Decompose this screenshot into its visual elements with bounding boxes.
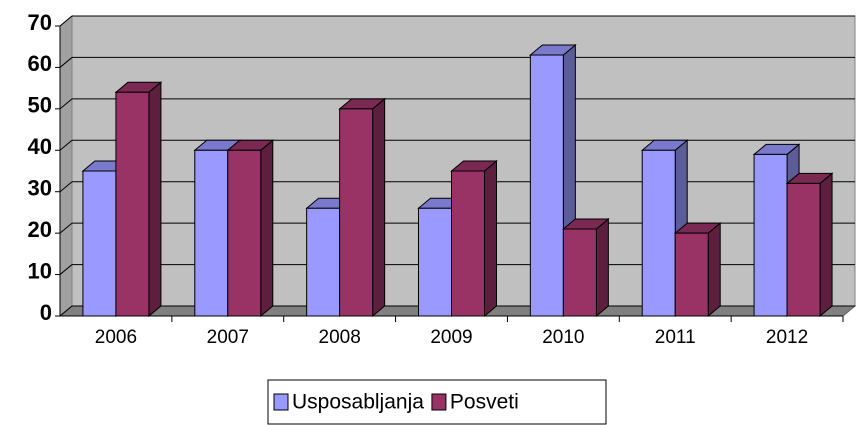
y-tick-label: 50 — [28, 93, 52, 118]
x-tick-label: 2009 — [430, 327, 472, 348]
bar — [418, 207, 452, 317]
x-tick-label: 2007 — [207, 327, 249, 348]
axes: 0 10 20 30 40 50 60 70 2006 2007 2008 2009 2010 2011 2… — [28, 10, 844, 348]
bar — [753, 153, 788, 317]
grid-line-side — [59, 222, 73, 234]
grid-line-side — [59, 57, 73, 68]
grid-line-side — [59, 264, 73, 275]
x-tick-label: 2006 — [95, 327, 137, 348]
bar — [786, 182, 821, 317]
bar — [339, 108, 374, 317]
y-tick-label: 10 — [28, 258, 52, 283]
bar — [194, 149, 229, 317]
legend: Usposabljanja Posveti — [273, 391, 519, 414]
bar-side — [260, 139, 274, 318]
grid-line-side — [59, 139, 73, 151]
x-tick-label: 2011 — [655, 327, 696, 348]
bar — [451, 170, 485, 317]
bar — [82, 170, 117, 317]
bar — [641, 149, 676, 317]
bars — [81, 43, 834, 318]
grid-line-side — [59, 98, 73, 110]
grid-line-side — [59, 181, 73, 193]
side-wall — [59, 14, 73, 318]
bar — [562, 228, 597, 317]
x-tick-label: 2010 — [542, 327, 584, 348]
bar — [674, 232, 709, 317]
y-tick-label: 40 — [28, 134, 52, 159]
legend-label: Usposabljanja — [292, 391, 424, 414]
grid-line-side — [59, 15, 73, 27]
bar-side — [595, 217, 609, 318]
y-tick-label: 30 — [28, 176, 52, 201]
bar — [306, 207, 341, 317]
legend-label: Posveti — [450, 391, 519, 414]
bar-side — [707, 222, 721, 318]
y-tick-label: 20 — [28, 217, 52, 242]
bar-side — [819, 172, 833, 318]
bar — [529, 54, 564, 317]
bar — [115, 91, 150, 317]
bar — [227, 149, 262, 317]
x-tick-label: 2008 — [319, 327, 361, 348]
y-tick-label: 70 — [28, 10, 52, 35]
y-tick-label: 0 — [40, 300, 52, 325]
x-tick-label: 2012 — [766, 327, 808, 348]
bar-side — [372, 97, 386, 318]
legend-swatch — [431, 393, 447, 411]
y-tick-label: 60 — [28, 51, 52, 76]
bar-side — [148, 81, 162, 318]
grid-line-side — [59, 305, 73, 317]
bar-side — [484, 159, 497, 318]
legend-swatch — [273, 393, 289, 411]
